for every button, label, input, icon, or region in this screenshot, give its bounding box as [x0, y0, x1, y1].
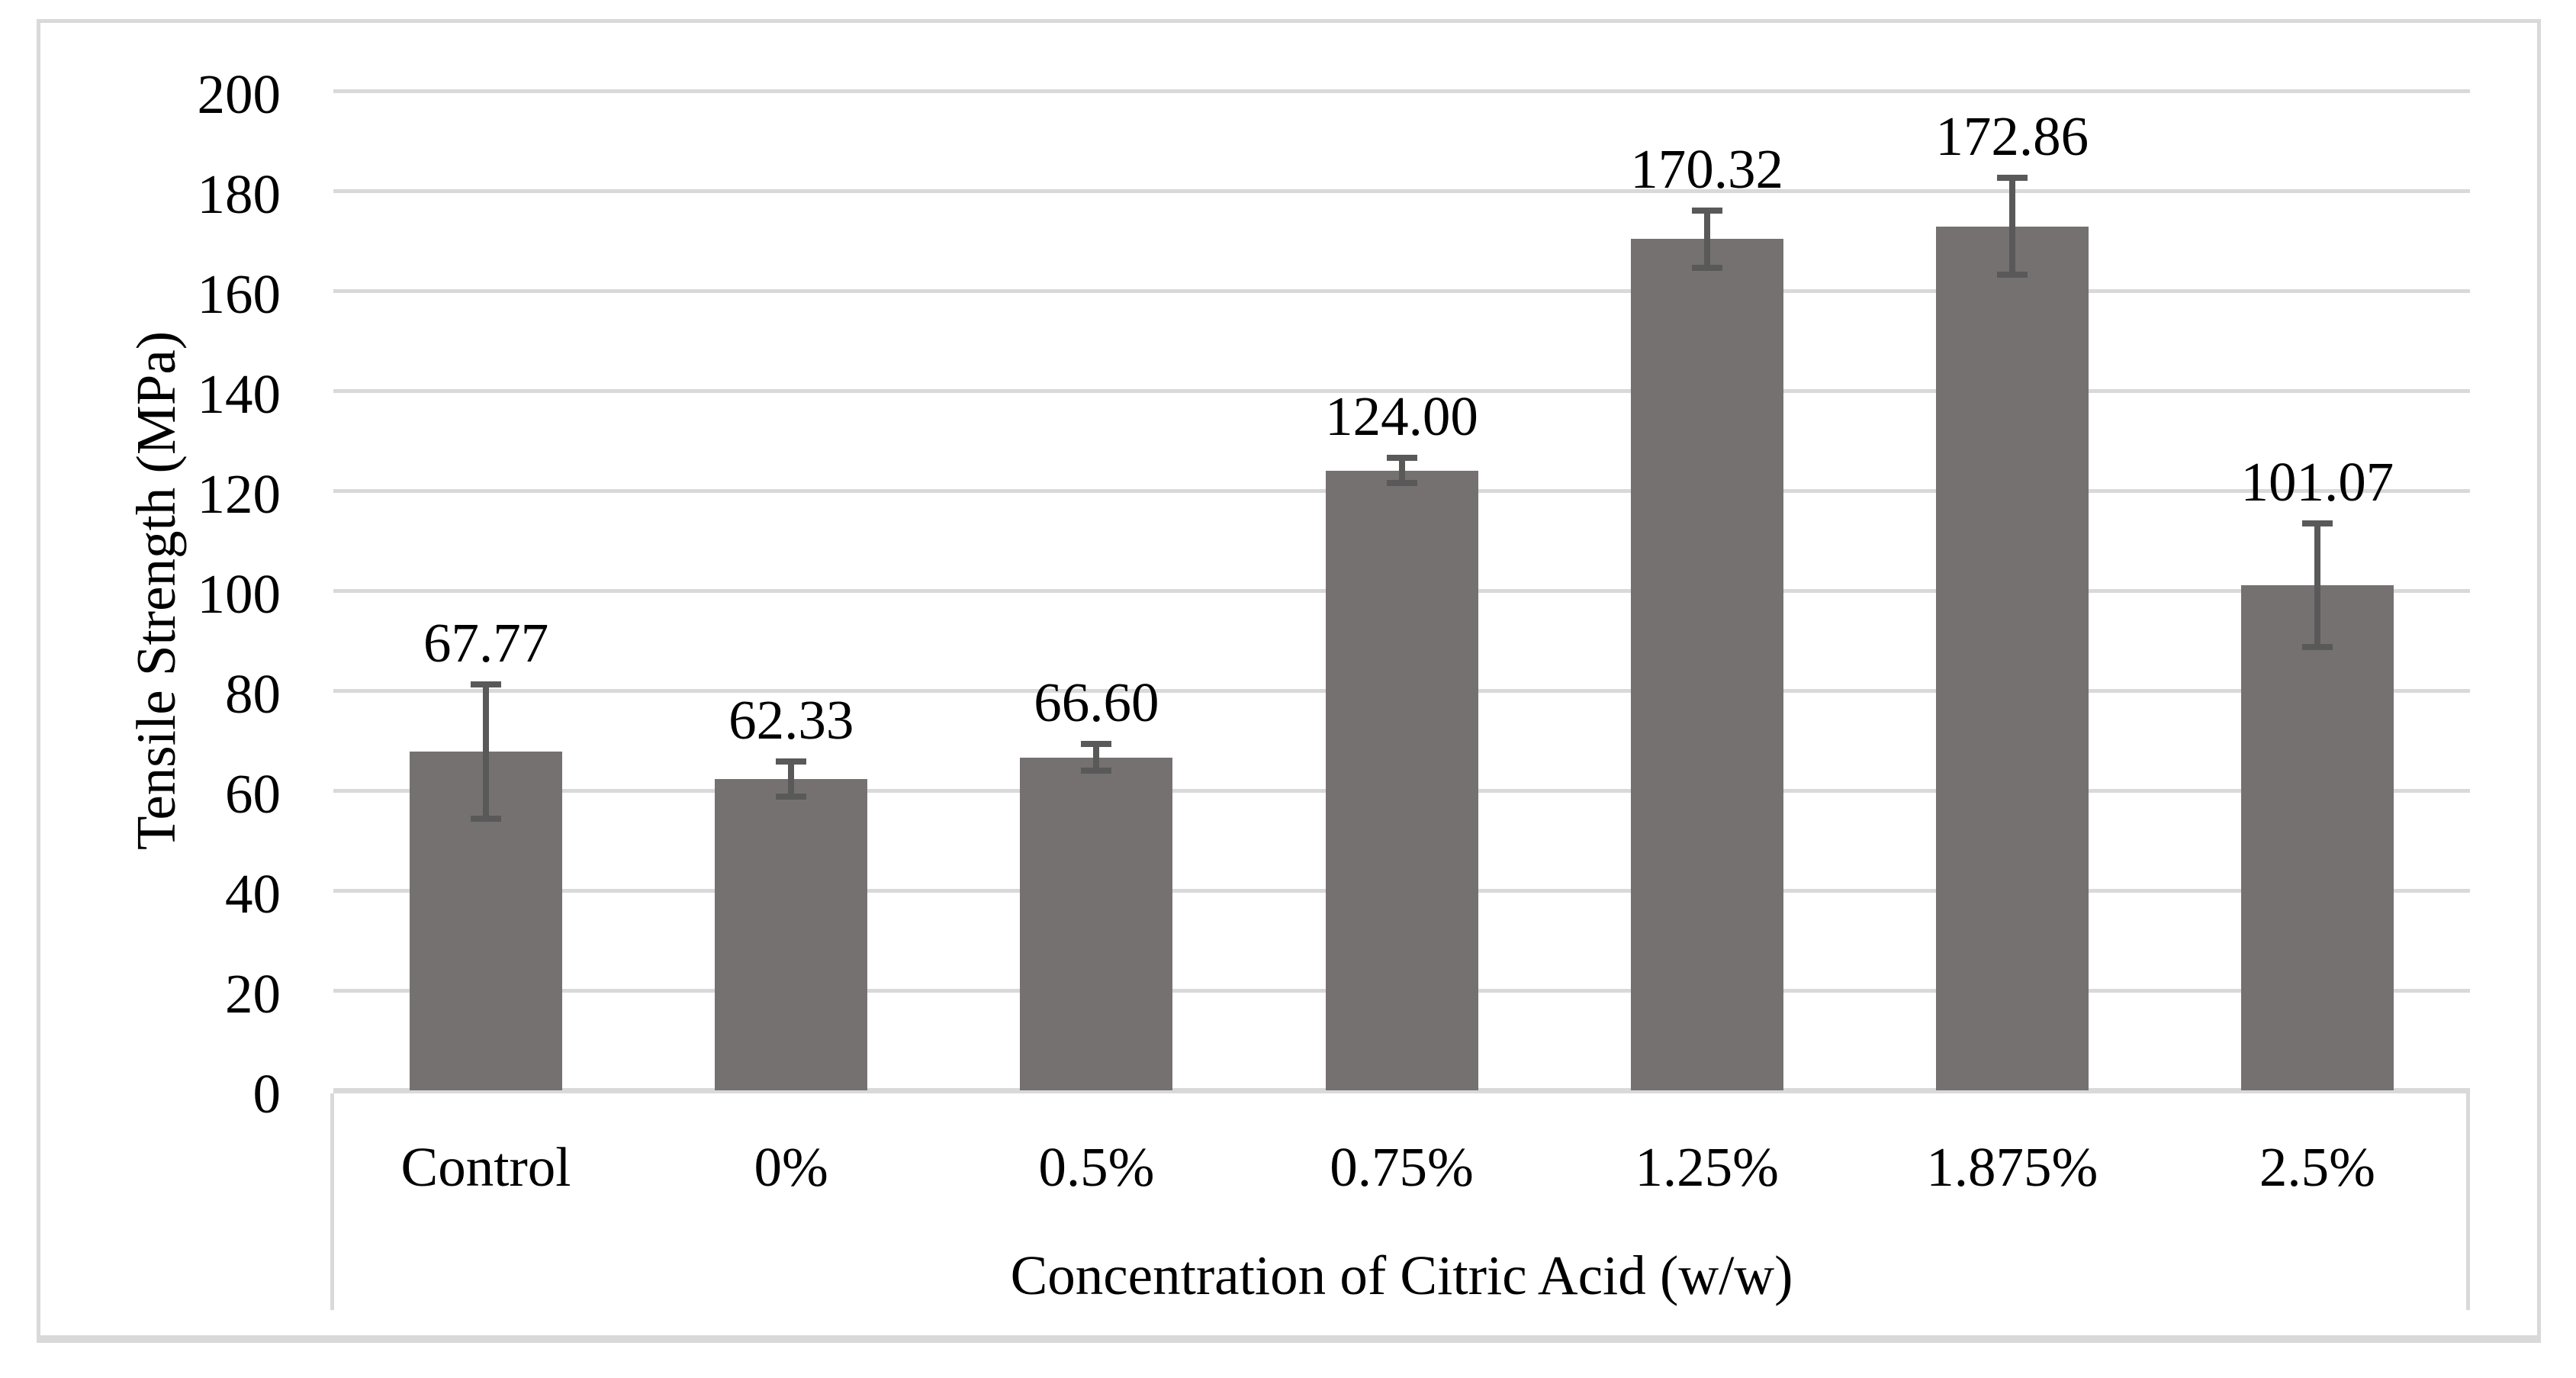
y-tick-label: 100	[197, 563, 281, 625]
error-bar-line	[1398, 455, 1405, 487]
category-label: 2.5%	[2259, 1136, 2375, 1198]
error-bar-cap-bottom	[1996, 272, 2028, 278]
error-bar-cap-bottom	[1691, 264, 1722, 271]
data-label: 172.86	[1935, 105, 2089, 168]
error-bar-cap-bottom	[1081, 768, 1112, 774]
y-tick-label: 60	[225, 763, 281, 825]
bar	[1935, 226, 2089, 1090]
category-label: 0%	[754, 1136, 828, 1198]
bar	[1020, 757, 1173, 1090]
error-bar-line	[2314, 520, 2320, 651]
data-label: 124.00	[1325, 385, 1478, 448]
y-tick-label: 80	[225, 663, 281, 725]
error-bar-cap-top	[1691, 208, 1722, 214]
bar	[715, 778, 868, 1090]
y-tick-label: 120	[197, 463, 281, 525]
gridline	[333, 388, 2470, 393]
gridline	[333, 188, 2470, 193]
category-label: 0.75%	[1330, 1136, 1474, 1198]
error-bar-cap-bottom	[471, 815, 502, 822]
bar	[1325, 470, 1478, 1090]
category-label-box	[330, 1093, 2470, 1310]
gridline	[333, 288, 2470, 293]
category-label: 1.25%	[1635, 1136, 1779, 1198]
y-tick-label: 40	[225, 863, 281, 925]
error-bar-cap-top	[1386, 455, 1417, 462]
error-bar-cap-bottom	[776, 793, 807, 800]
bar	[2240, 584, 2394, 1090]
error-bar-cap-top	[776, 758, 807, 765]
category-label: 1.875%	[1926, 1136, 2098, 1198]
error-bar-cap-top	[1081, 741, 1112, 748]
data-label: 101.07	[2240, 450, 2394, 513]
y-tick-label: 20	[225, 963, 281, 1025]
data-label: 66.60	[1034, 671, 1159, 734]
error-bar-cap-top	[471, 681, 502, 688]
y-tick-label: 180	[197, 163, 281, 225]
gridline	[333, 89, 2470, 93]
error-bar-cap-bottom	[1386, 480, 1417, 487]
error-bar-line	[2008, 175, 2015, 278]
y-tick-label: 140	[197, 363, 281, 425]
bar	[1630, 239, 1783, 1090]
figure-border	[37, 19, 2541, 1343]
data-label: 62.33	[728, 688, 854, 751]
error-bar-line	[1703, 208, 1710, 271]
x-axis-line	[333, 1088, 2470, 1093]
error-bar-line	[788, 758, 795, 800]
category-label: Control	[400, 1136, 571, 1198]
x-axis-title: Concentration of Citric Acid (w/w)	[1010, 1244, 1793, 1306]
error-bar-cap-bottom	[2301, 644, 2333, 651]
data-label: 67.77	[423, 612, 549, 675]
category-label: 0.5%	[1038, 1136, 1155, 1198]
data-label: 170.32	[1630, 138, 1784, 201]
error-bar-line	[483, 681, 490, 822]
error-bar-cap-top	[1996, 175, 2028, 182]
y-tick-label: 160	[197, 263, 281, 325]
error-bar-cap-top	[2301, 520, 2333, 526]
y-tick-label: 0	[252, 1063, 281, 1125]
error-bar-line	[1093, 741, 1100, 774]
y-tick-label: 200	[197, 63, 281, 125]
